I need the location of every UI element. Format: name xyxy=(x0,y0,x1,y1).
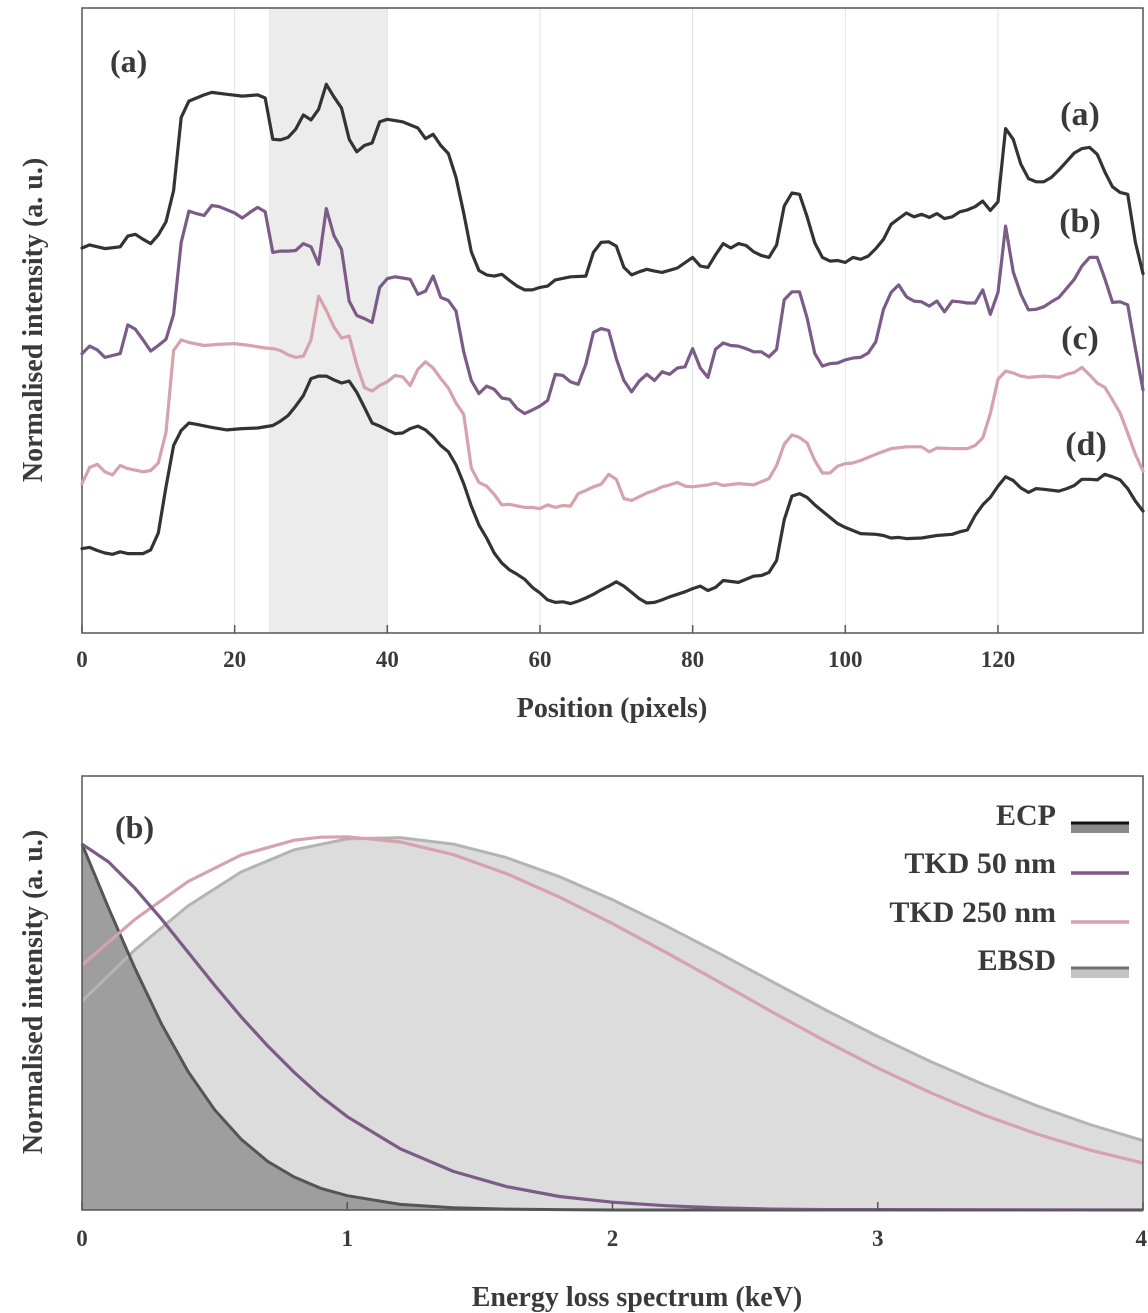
series-label-a: (a) xyxy=(1060,96,1100,133)
x-tick-label: 0 xyxy=(76,647,88,672)
series-line-b xyxy=(80,203,1145,416)
tkd-50nm-line xyxy=(81,842,1144,1212)
plot-frame xyxy=(81,7,1144,634)
tkd-250nm-line xyxy=(80,835,1144,1165)
x-tick-label: 80 xyxy=(681,647,704,672)
series-line-a xyxy=(80,82,1145,292)
series-label-c: (c) xyxy=(1061,320,1099,357)
series-label-d: (d) xyxy=(1065,426,1107,463)
panel-a: 0 20 40 60 80 100 120 (a) (b) (c) (d) (a) Position (… xyxy=(18,7,1145,724)
y-axis-title: Normalised intensity (a. u.) xyxy=(18,158,49,482)
x-tick-label: 4 xyxy=(1136,1226,1148,1251)
x-tick-label: 60 xyxy=(528,647,551,672)
x-axis-title: Position (pixels) xyxy=(517,693,708,724)
legend-label: TKD 250 nm xyxy=(889,896,1056,929)
legend-label: ECP xyxy=(996,799,1056,832)
series-line-d xyxy=(80,374,1145,606)
ecp-area xyxy=(82,844,1143,1210)
panel-label-b: (b) xyxy=(115,809,154,845)
x-tick-label: 120 xyxy=(981,647,1016,672)
series-label-b: (b) xyxy=(1059,203,1101,240)
x-tick-label: 3 xyxy=(872,1226,884,1251)
series-line-c xyxy=(80,294,1145,511)
x-axis-title: Energy loss spectrum (keV) xyxy=(472,1282,803,1313)
panel-b: 0 1 2 3 4 (b) Energy loss spectrum (keV) Normal… xyxy=(18,775,1148,1313)
panel-label-a: (a) xyxy=(110,43,147,79)
legend-label: TKD 50 nm xyxy=(904,847,1056,880)
legend-label: EBSD xyxy=(978,944,1056,977)
x-tick-label: 1 xyxy=(342,1226,354,1251)
legend-swatch-fill xyxy=(1071,823,1129,833)
ebsd-line xyxy=(80,836,1144,1143)
y-axis-title: Normalised intensity (a. u.) xyxy=(18,830,49,1154)
legend: ECP TKD 50 nm TKD 250 nm EBSD xyxy=(889,799,1129,978)
x-tick-label: 40 xyxy=(376,647,399,672)
x-tick-label: 2 xyxy=(607,1226,619,1251)
x-tick-label: 100 xyxy=(828,647,863,672)
x-tick-label: 0 xyxy=(76,1226,88,1251)
legend-swatch-fill xyxy=(1071,968,1129,978)
x-tick-label: 20 xyxy=(223,647,246,672)
